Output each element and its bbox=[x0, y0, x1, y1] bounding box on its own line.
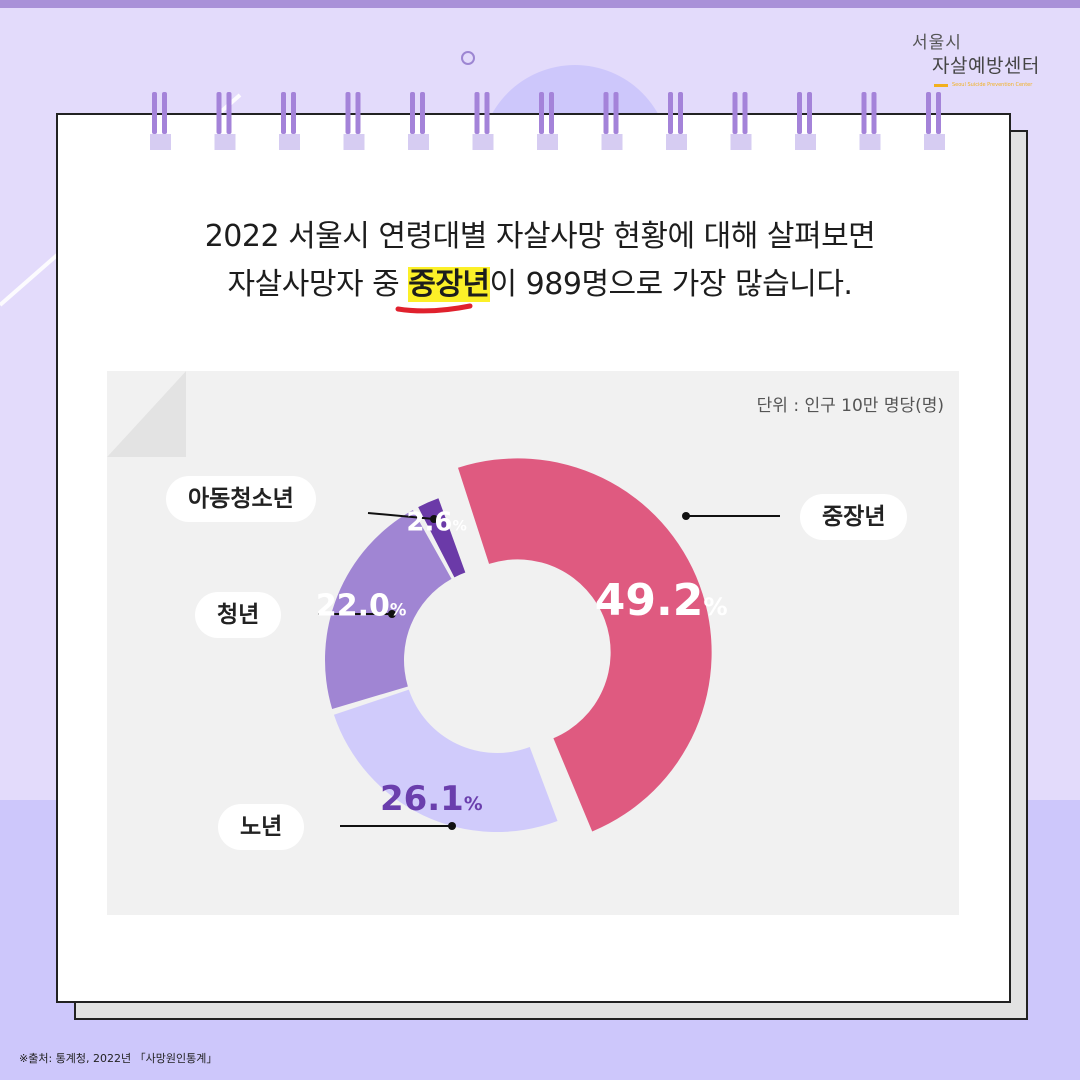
unit-label: 단위 : 인구 10만 명당(명) bbox=[756, 396, 944, 416]
calendar-ring bbox=[926, 92, 931, 134]
logo-line1: 서울시 bbox=[912, 33, 962, 53]
calendar-ring bbox=[807, 92, 812, 134]
calendar-ring bbox=[678, 92, 683, 134]
panel-fold-flap bbox=[107, 371, 186, 457]
calendar-ring bbox=[345, 92, 351, 134]
calendar-rings bbox=[150, 92, 945, 150]
calendar-ring bbox=[936, 92, 941, 134]
brand-logo: 서울시 자살예방센터 Seoul Suicide Prevention Cent… bbox=[912, 28, 1062, 88]
headline-highlight: 중장년 bbox=[408, 267, 490, 302]
calendar-ring-hole bbox=[795, 134, 816, 150]
calendar-ring-hole bbox=[279, 134, 300, 150]
donut-slice bbox=[333, 689, 558, 832]
category-label: 중장년 bbox=[800, 494, 908, 540]
headline-line2: 자살사망자 중 중장년이 989명으로 가장 많습니다. bbox=[0, 261, 1080, 309]
data-label: 26.1% bbox=[380, 779, 483, 819]
calendar-ring-hole bbox=[150, 134, 171, 150]
logo-subtitle: Seoul Suicide Prevention Center bbox=[934, 82, 1062, 88]
logo-line2: 자살예방센터 bbox=[932, 55, 1040, 77]
headline-prefix: 자살사망자 중 bbox=[227, 267, 409, 302]
calendar-ring bbox=[871, 92, 877, 134]
calendar-ring bbox=[613, 92, 619, 134]
top-accent-bar bbox=[0, 0, 1080, 8]
calendar-ring bbox=[742, 92, 748, 134]
calendar-ring bbox=[474, 92, 480, 134]
calendar-ring bbox=[668, 92, 673, 134]
leader-dot bbox=[448, 822, 456, 830]
leader-line bbox=[367, 512, 435, 520]
data-label: 22.0% bbox=[316, 588, 407, 623]
logo-accent-bar bbox=[934, 83, 948, 87]
calendar-ring bbox=[539, 92, 544, 134]
leader-dot bbox=[682, 512, 690, 520]
category-label: 아동청소년 bbox=[166, 476, 316, 522]
calendar-ring-hole bbox=[214, 134, 236, 150]
calendar-ring bbox=[861, 92, 867, 134]
calendar-ring-hole bbox=[924, 134, 945, 150]
calendar-ring bbox=[216, 92, 222, 134]
calendar-ring-hole bbox=[343, 134, 365, 150]
calendar-ring bbox=[732, 92, 738, 134]
category-label: 노년 bbox=[218, 804, 305, 850]
category-label: 청년 bbox=[195, 592, 282, 638]
calendar-ring bbox=[410, 92, 415, 134]
calendar-ring bbox=[797, 92, 802, 134]
calendar-ring-hole bbox=[666, 134, 687, 150]
data-label: 49.2% bbox=[595, 575, 728, 626]
logo-english: Seoul Suicide Prevention Center bbox=[952, 82, 1033, 88]
calendar-ring bbox=[420, 92, 425, 134]
donut-slice bbox=[325, 509, 452, 710]
calendar-ring-hole bbox=[408, 134, 429, 150]
headline: 2022 서울시 연령대별 자살사망 현황에 대해 살펴보면 자살사망자 중 중… bbox=[0, 213, 1080, 309]
leader-dot bbox=[430, 515, 438, 523]
calendar-ring bbox=[603, 92, 609, 134]
calendar-ring bbox=[355, 92, 361, 134]
donut-slice bbox=[457, 458, 712, 832]
highlight-underline bbox=[395, 303, 473, 314]
leader-dot bbox=[388, 610, 396, 618]
calendar-ring bbox=[226, 92, 232, 134]
calendar-ring-hole bbox=[730, 134, 752, 150]
calendar-ring-hole bbox=[601, 134, 623, 150]
calendar-ring bbox=[162, 92, 167, 134]
calendar-ring bbox=[281, 92, 286, 134]
data-label: 2.6% bbox=[406, 508, 466, 538]
calendar-ring-hole bbox=[859, 134, 881, 150]
calendar-ring bbox=[152, 92, 157, 134]
calendar-ring bbox=[484, 92, 490, 134]
calendar-ring bbox=[291, 92, 296, 134]
calendar-ring-hole bbox=[537, 134, 558, 150]
headline-suffix: 이 989명으로 가장 많습니다. bbox=[489, 267, 853, 302]
calendar-ring bbox=[549, 92, 554, 134]
calendar-ring-hole bbox=[472, 134, 494, 150]
headline-line1: 2022 서울시 연령대별 자살사망 현황에 대해 살펴보면 bbox=[204, 219, 876, 254]
source-note: ※출처: 통계청, 2022년 「사망원인통계」 bbox=[19, 1052, 218, 1065]
